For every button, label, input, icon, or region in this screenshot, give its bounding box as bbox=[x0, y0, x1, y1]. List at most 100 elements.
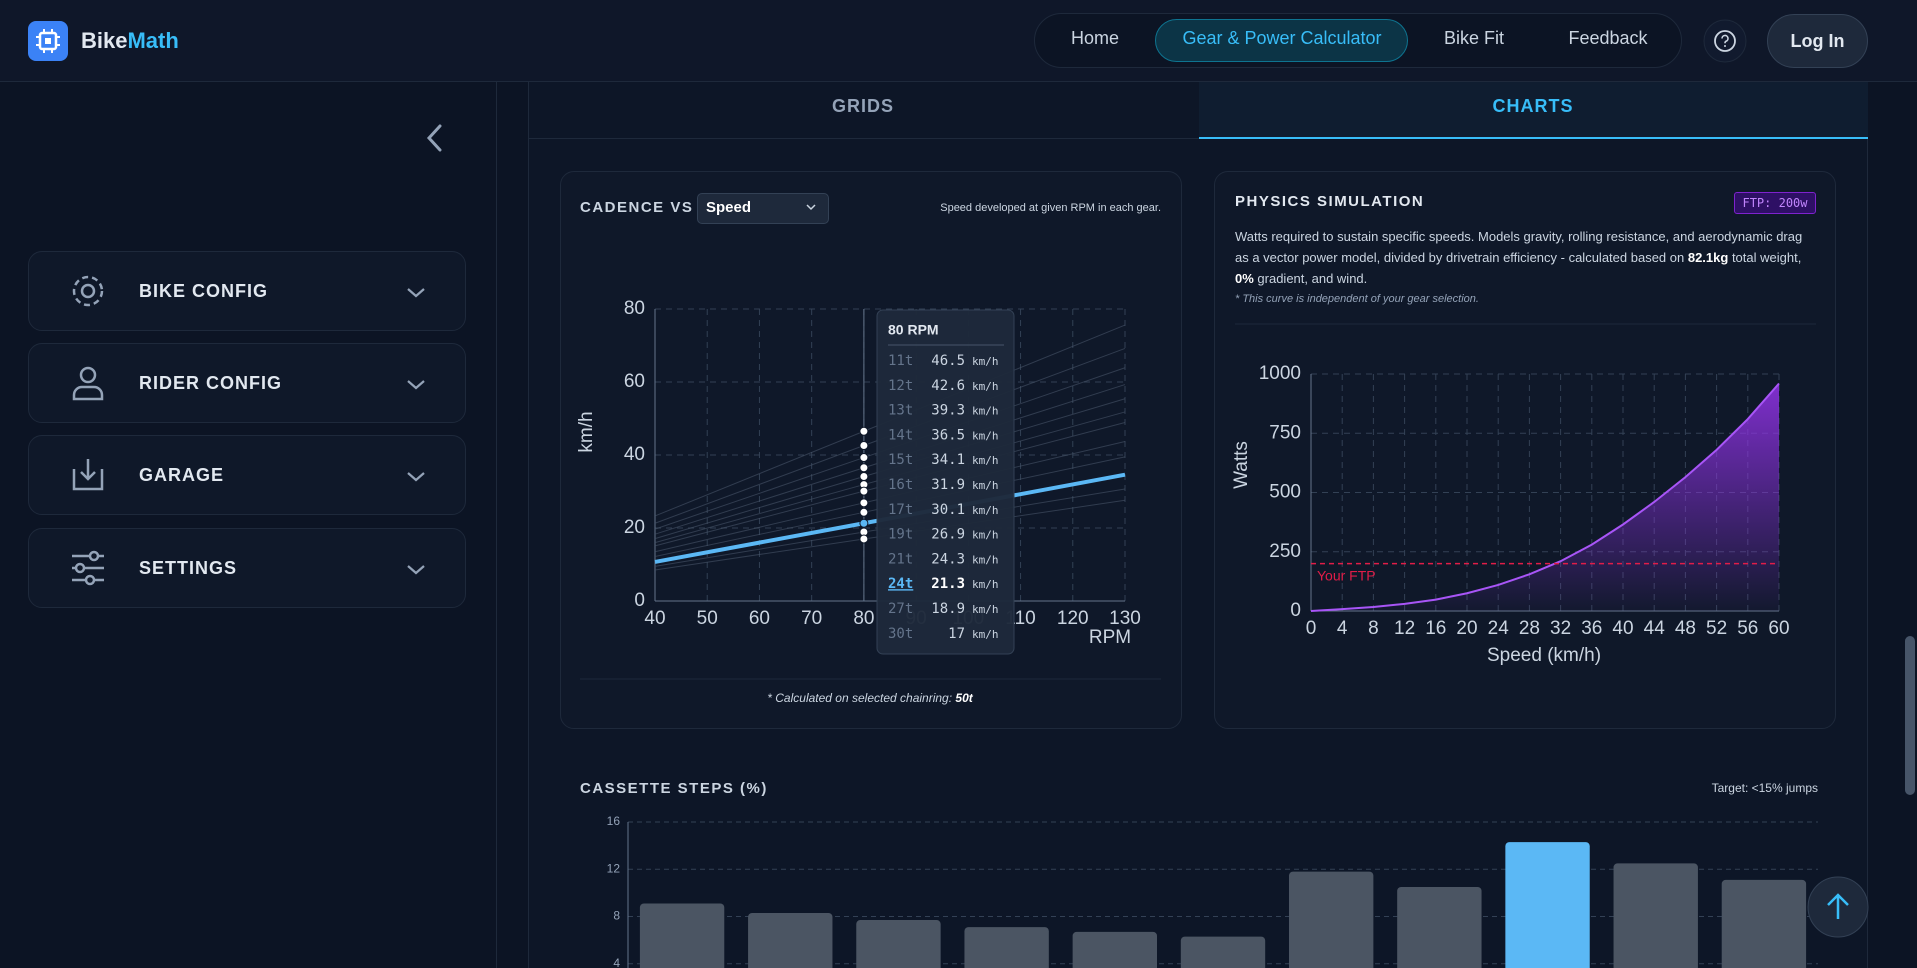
tab-active-bg bbox=[1199, 82, 1868, 139]
tooltip-unit: km/h bbox=[972, 454, 999, 467]
tooltip-value: 31.9 bbox=[931, 477, 965, 493]
y-tick-label: 4 bbox=[613, 956, 620, 968]
bar bbox=[1288, 871, 1374, 968]
x-tick-label: 24 bbox=[1488, 618, 1510, 639]
y-tick-label: 250 bbox=[1269, 541, 1301, 562]
section-label: SETTINGS bbox=[139, 558, 238, 578]
tooltip-unit: km/h bbox=[972, 479, 999, 492]
chevrons bbox=[407, 288, 425, 575]
tooltip-gear: 12t bbox=[888, 378, 913, 394]
sidebar bbox=[0, 82, 497, 968]
chart-subtitle: Target: <15% jumps bbox=[1712, 781, 1818, 795]
bar bbox=[964, 927, 1049, 968]
tooltip-gear: 30t bbox=[888, 626, 913, 642]
y-axis-label: Watts bbox=[1231, 441, 1252, 489]
y-tick-label: 40 bbox=[624, 444, 645, 465]
bar bbox=[748, 912, 833, 968]
brand[interactable]: BikeMath bbox=[81, 28, 179, 54]
tooltip-gear: 21t bbox=[888, 551, 913, 567]
point bbox=[859, 486, 869, 496]
tooltip-gear: 19t bbox=[888, 527, 913, 543]
ftp-badge: FTP: 200w bbox=[1734, 192, 1816, 214]
area-line bbox=[1310, 382, 1780, 612]
nav-link[interactable]: Feedback bbox=[1568, 28, 1648, 48]
x-tick-label: 40 bbox=[1612, 618, 1633, 639]
login-button[interactable]: Log In bbox=[1767, 14, 1868, 68]
x-tick-label: 48 bbox=[1675, 618, 1696, 639]
tooltip-unit: km/h bbox=[972, 529, 999, 542]
tooltip-gear: 24t bbox=[888, 576, 913, 592]
bar bbox=[1613, 863, 1698, 968]
tooltip-value: 36.5 bbox=[931, 427, 965, 443]
point bbox=[859, 498, 869, 508]
text: gradient, and wind. bbox=[1253, 271, 1368, 286]
x-tick-label: 60 bbox=[749, 608, 770, 629]
x-tick-label: 52 bbox=[1706, 618, 1727, 639]
nav-link[interactable]: Bike Fit bbox=[1443, 28, 1505, 48]
y-tick-label: 16 bbox=[607, 814, 621, 828]
chainring: 50t bbox=[955, 691, 973, 705]
x-tick-label: 28 bbox=[1519, 618, 1540, 639]
tooltip-gear: 16t bbox=[888, 477, 913, 493]
y-tick-label: 0 bbox=[634, 590, 645, 611]
y-axis-label: km/h bbox=[576, 411, 597, 452]
bar bbox=[1397, 886, 1482, 968]
tooltip-value: 30.1 bbox=[931, 502, 965, 518]
help-button[interactable] bbox=[1703, 19, 1747, 63]
tooltip-value: 46.5 bbox=[931, 353, 965, 369]
tooltip-unit: km/h bbox=[972, 405, 999, 418]
header: BikeMath Home Gear & Power Calculator Bi… bbox=[0, 0, 1917, 82]
user-icon bbox=[72, 366, 104, 401]
tooltip-unit: km/h bbox=[972, 553, 999, 566]
tooltip-value: 17 bbox=[948, 626, 965, 642]
tooltip-unit: km/h bbox=[972, 628, 999, 641]
tooltip-value: 18.9 bbox=[931, 601, 965, 617]
nav-link[interactable]: Gear & Power Calculator bbox=[1182, 28, 1382, 48]
x-tick-label: 70 bbox=[801, 608, 822, 629]
collapse-button[interactable] bbox=[420, 120, 450, 156]
x-tick-label: 8 bbox=[1368, 618, 1379, 639]
sidebar-section[interactable] bbox=[28, 343, 466, 423]
tooltip-value: 42.6 bbox=[931, 378, 965, 394]
nav-link[interactable]: Home bbox=[1070, 28, 1120, 48]
section-label: RIDER CONFIG bbox=[139, 373, 283, 393]
y-tick-label: 0 bbox=[1290, 600, 1301, 621]
x-tick-label: 56 bbox=[1737, 618, 1758, 639]
x-tick-label: 60 bbox=[1768, 618, 1789, 639]
tabs bbox=[528, 82, 1868, 139]
y-tick-label: 500 bbox=[1269, 482, 1301, 503]
tooltip-unit: km/h bbox=[972, 355, 999, 368]
text: Watts required to sustain specific speed… bbox=[1235, 229, 1803, 265]
reference-label: Your FTP bbox=[1317, 567, 1376, 583]
x-tick-label: 120 bbox=[1057, 608, 1089, 629]
bar bbox=[1505, 842, 1590, 968]
y-tick-label: 750 bbox=[1269, 422, 1301, 443]
tab[interactable]: CHARTS bbox=[1492, 96, 1574, 116]
y-tick-label: 60 bbox=[624, 371, 645, 392]
selector[interactable] bbox=[697, 193, 829, 224]
brand-b: Math bbox=[127, 28, 179, 53]
scroll-top-button[interactable] bbox=[1807, 876, 1869, 938]
point bbox=[859, 426, 869, 436]
tooltip-unit: km/h bbox=[972, 429, 999, 442]
y-tick-label: 8 bbox=[613, 909, 620, 923]
scrollbar-thumb[interactable] bbox=[1905, 636, 1915, 795]
sliders-icon bbox=[72, 550, 104, 586]
tooltip-value: 39.3 bbox=[931, 403, 965, 419]
tooltip-unit: km/h bbox=[972, 504, 999, 517]
x-tick-label: 130 bbox=[1109, 608, 1141, 629]
logo-icon bbox=[28, 21, 68, 61]
x-tick-label: 4 bbox=[1337, 618, 1348, 639]
tooltip-value: 34.1 bbox=[931, 452, 965, 468]
bar bbox=[1180, 936, 1266, 968]
tooltip-unit: km/h bbox=[972, 380, 999, 393]
text: total weight, bbox=[1728, 250, 1802, 265]
x-axis-label: Speed (km/h) bbox=[1487, 645, 1601, 666]
x-tick-label: 80 bbox=[853, 608, 874, 629]
tooltip-gear: 11t bbox=[888, 353, 913, 369]
tooltip-gear: 13t bbox=[888, 403, 913, 419]
note: * This curve is independent of your gear… bbox=[1235, 293, 1479, 305]
tab[interactable]: GRIDS bbox=[831, 96, 895, 116]
scrollbar[interactable] bbox=[1903, 82, 1917, 968]
